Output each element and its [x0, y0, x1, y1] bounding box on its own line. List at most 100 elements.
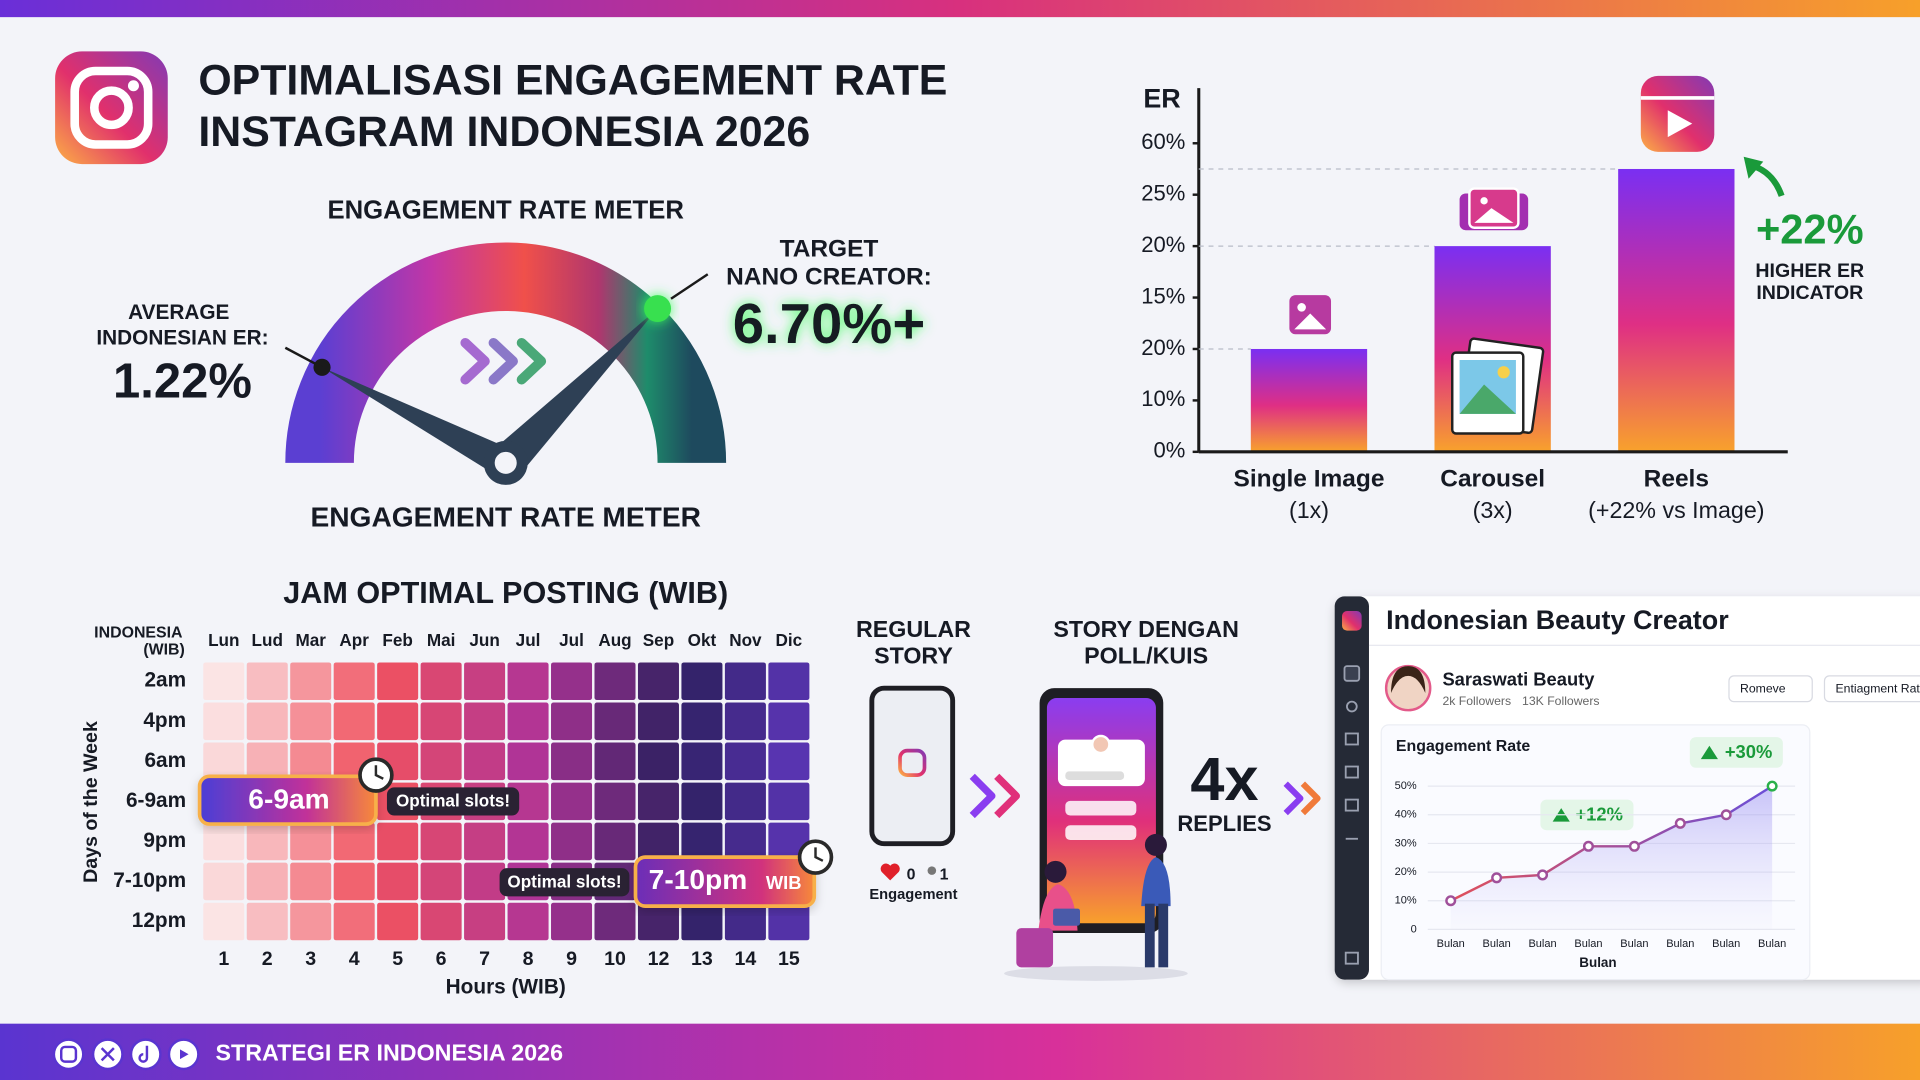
column-label: Jul	[516, 630, 541, 650]
clock-icon	[797, 839, 834, 875]
dashboard: Indonesian Beauty Creator Saraswati Beau…	[1334, 596, 1920, 981]
heat-cell	[420, 742, 462, 781]
heat-cell	[594, 702, 636, 741]
people-illustration	[1004, 833, 1188, 981]
column-label: Lud	[252, 630, 283, 650]
instagram-logo	[55, 51, 168, 165]
x-tick-label: Reels	[1644, 465, 1709, 492]
average-label: AVERAGE	[128, 301, 229, 324]
hour-label: 15	[778, 948, 800, 970]
heat-cell	[246, 902, 288, 941]
dropdown-label: Entiagment Rat	[1836, 682, 1920, 696]
heat-cell	[507, 822, 549, 861]
highlight-note: Optimal slots!	[507, 871, 621, 891]
heat-cell	[594, 662, 636, 701]
row-label: 4pm	[143, 709, 186, 732]
x-tick-label: Bulan	[1666, 938, 1694, 950]
regular-story-label: REGULAR	[856, 616, 971, 642]
heat-cell	[420, 822, 462, 861]
heat-cell	[420, 902, 462, 941]
point	[1445, 895, 1457, 907]
heat-cell	[681, 742, 723, 781]
top-bar	[0, 0, 1920, 18]
heat-cell	[464, 862, 506, 901]
row-label: 9pm	[143, 829, 186, 852]
followers: 13K Followers	[1522, 694, 1600, 708]
hour-label: 2	[262, 948, 273, 970]
bar	[1618, 168, 1735, 452]
heat-cell	[246, 862, 288, 901]
heat-cell	[290, 742, 332, 781]
heat-cell	[333, 822, 375, 861]
story-comparison: REGULAR STORY 0 1 Engagement STORY DENGA…	[856, 616, 1321, 981]
heat-cell	[333, 662, 375, 701]
heat-cell	[203, 902, 245, 941]
chevrons	[1283, 781, 1321, 816]
dropdown[interactable]	[1728, 675, 1813, 703]
title: INSTAGRAM INDONESIA 2026	[198, 108, 810, 156]
note-pill	[499, 868, 630, 897]
x-tick-label: Bulan	[1437, 938, 1465, 950]
line-annotation: +30%	[1725, 741, 1772, 762]
footer-bar	[0, 1023, 1920, 1080]
y-tick-label: 25%	[1141, 181, 1185, 206]
heat-cell	[551, 902, 593, 941]
note-pill	[386, 787, 520, 816]
heat-cell	[377, 862, 419, 901]
image-icon	[1289, 295, 1332, 335]
dropdown-label: Romeve	[1740, 682, 1786, 696]
poll-story-label: POLL/KUIS	[1084, 643, 1208, 669]
heat-cell	[377, 702, 419, 741]
heat-cell	[507, 662, 549, 701]
column-label: Mar	[295, 630, 326, 650]
heat-cell	[724, 782, 766, 821]
heat-cell	[246, 662, 288, 701]
phone-logo	[898, 748, 927, 777]
average-label: INDONESIAN ER:	[96, 327, 268, 350]
column-label: Apr	[339, 630, 369, 650]
heat-cell	[420, 662, 462, 701]
heat-cell	[507, 742, 549, 781]
heat-cell	[681, 822, 723, 861]
heat-cell	[724, 702, 766, 741]
y-tick-label: 0%	[1153, 438, 1185, 463]
heat-cell	[420, 862, 462, 901]
target-label: TARGET	[780, 235, 879, 262]
x-tick-note: (1x)	[1289, 497, 1329, 523]
heat-cell	[290, 662, 332, 701]
hour-label: 3	[305, 948, 316, 970]
x-tick-label: Bulan	[1620, 938, 1648, 950]
highlight-label: 6-9am	[248, 783, 329, 814]
heat-cell	[333, 702, 375, 741]
y-tick-label: 15%	[1141, 283, 1185, 308]
heat-cell	[203, 742, 245, 781]
footer-text: STRATEGI ER INDONESIA 2026	[216, 1039, 564, 1065]
heat-cell	[637, 902, 679, 941]
heat-cell	[507, 902, 549, 941]
line-chart-title: Engagement Rate	[1396, 738, 1531, 755]
heat-cell	[464, 702, 506, 741]
column-label: Jul	[559, 630, 584, 650]
heat-cell	[594, 822, 636, 861]
chevrons	[969, 773, 1020, 819]
heat-cell	[637, 662, 679, 701]
dropdown[interactable]	[1823, 675, 1920, 703]
profile-name: Saraswati Beauty	[1442, 669, 1595, 690]
y-tick-label: 10%	[1141, 386, 1185, 411]
hour-label: 5	[392, 948, 403, 970]
gauge-caption: ENGAGEMENT RATE METER	[310, 502, 701, 533]
carousel-icon	[1459, 187, 1529, 231]
highlight-suffix: WIB	[766, 872, 802, 893]
y-tick-label: 0	[1411, 923, 1417, 935]
x-tick-label: Single Image	[1234, 465, 1385, 492]
heat-cell	[290, 902, 332, 941]
heat-cell	[203, 862, 245, 901]
heat-cell	[594, 782, 636, 821]
x-tick-label: Bulan	[1574, 938, 1602, 950]
hour-label: 9	[566, 948, 577, 970]
gauge-arrows	[460, 337, 547, 385]
column-label: Okt	[688, 630, 717, 650]
x-tick-note: (+22% vs Image)	[1588, 497, 1764, 523]
